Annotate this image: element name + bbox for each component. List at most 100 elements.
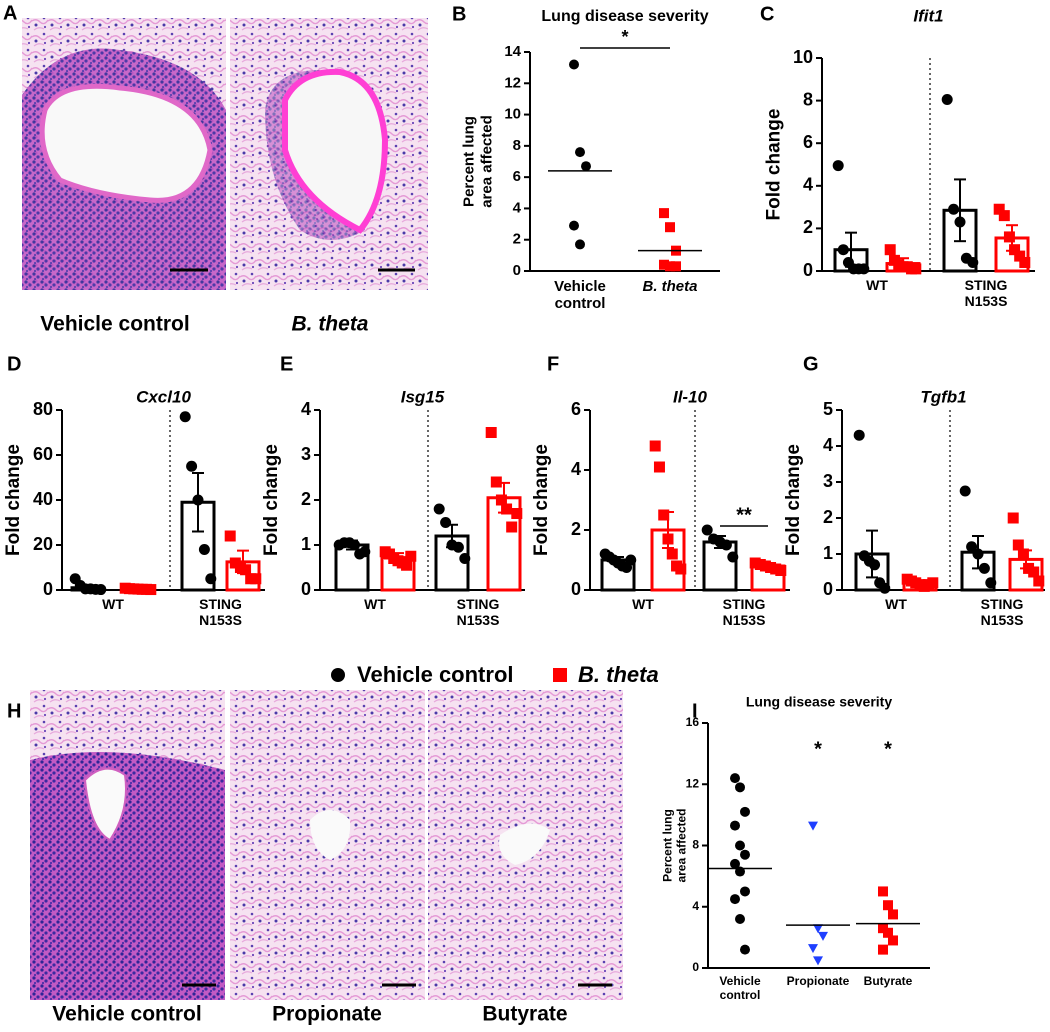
point	[740, 806, 750, 817]
y-axis-label-text: Fold change	[783, 444, 805, 556]
y-tick-label: 6	[513, 168, 521, 185]
chart-title: Il-10	[673, 387, 708, 406]
group-label: WT	[866, 277, 888, 293]
group-label-text: WT	[866, 277, 888, 293]
image-caption: B. theta	[291, 313, 368, 336]
group-label-text: STING N153S	[456, 596, 500, 629]
point	[883, 927, 893, 938]
y-axis-label-text: Percent lung area affected	[460, 115, 495, 208]
x-tick-label-text: Butyrate	[863, 975, 913, 988]
point	[675, 563, 687, 575]
point	[405, 550, 417, 562]
point	[888, 909, 898, 920]
infiltrate	[30, 752, 225, 1000]
group-label-text: WT	[632, 596, 654, 612]
y-tick-label: 4	[823, 435, 833, 455]
group-label-text: STING N153S	[199, 596, 242, 629]
image-caption: Vehicle control	[40, 313, 189, 336]
point	[808, 821, 818, 831]
x-tick-label: B. theta	[642, 278, 697, 295]
point	[837, 244, 849, 256]
chart-title: Tgfb1	[920, 387, 966, 406]
y-tick-label: 60	[33, 444, 53, 464]
y-tick-label: 5	[823, 399, 833, 419]
point	[954, 216, 966, 228]
point	[813, 956, 823, 966]
y-tick-label: 6	[803, 132, 813, 152]
y-tick-label: 2	[803, 217, 813, 237]
y-tick-label: 2	[571, 519, 581, 539]
point	[490, 476, 502, 488]
point	[95, 584, 107, 596]
group-label-text: STING N153S	[964, 277, 1008, 310]
x-tick-label: Propionate	[786, 975, 850, 988]
point	[511, 508, 523, 519]
point	[740, 849, 750, 860]
point	[740, 886, 750, 897]
point	[569, 220, 579, 231]
group-label-text: STING N153S	[980, 596, 1024, 629]
point	[993, 203, 1005, 215]
point	[240, 564, 252, 576]
y-tick-label: 20	[33, 534, 53, 554]
point	[959, 485, 971, 497]
point	[179, 411, 191, 423]
point	[581, 161, 591, 172]
point	[506, 521, 518, 533]
significance-label: *	[814, 738, 822, 760]
point	[869, 559, 881, 571]
point	[575, 239, 585, 250]
point	[735, 840, 745, 851]
point	[972, 548, 984, 560]
chart-title: Lung disease severity	[541, 8, 708, 25]
point	[1019, 256, 1031, 268]
panel-letter: C	[760, 3, 774, 25]
point	[569, 59, 579, 70]
y-tick-label: 0	[513, 262, 521, 279]
point	[1017, 548, 1029, 560]
group-label: WT	[632, 596, 654, 612]
point	[808, 944, 818, 954]
y-axis-label-text: Fold change	[763, 108, 785, 221]
panel-letter: E	[280, 353, 293, 375]
legend-label: Vehicle control	[357, 662, 514, 687]
group-label: WT	[102, 596, 124, 612]
point	[730, 894, 740, 905]
point	[485, 427, 497, 438]
bar	[702, 540, 738, 592]
group-label: WT	[885, 596, 907, 612]
panel-letter: D	[7, 353, 21, 375]
point	[727, 551, 739, 563]
point	[659, 208, 669, 219]
point	[658, 509, 670, 521]
point	[625, 554, 637, 566]
y-tick-label: 4	[301, 399, 311, 419]
point	[501, 503, 513, 515]
point	[927, 577, 939, 589]
image-caption: Butyrate	[482, 1003, 567, 1026]
point	[659, 259, 669, 270]
y-axis-label-text: Fold change	[3, 444, 25, 556]
y-tick-label: 8	[513, 137, 521, 154]
panel-letter: B	[452, 3, 466, 25]
point	[998, 210, 1010, 222]
point	[671, 261, 681, 272]
airway-lumen	[499, 823, 550, 865]
group-label: STING N153S	[199, 596, 242, 629]
point	[452, 541, 464, 553]
point	[730, 858, 740, 869]
group-label: STING N153S	[980, 596, 1024, 629]
y-tick-label: 3	[301, 444, 311, 464]
y-tick-label: 80	[33, 399, 53, 419]
point	[665, 222, 675, 233]
point	[910, 263, 922, 275]
panel-letter: I	[692, 700, 698, 722]
significance-label: *	[884, 738, 892, 760]
point	[649, 440, 661, 452]
x-tick-label-text: Propionate	[786, 975, 850, 988]
point	[735, 914, 745, 924]
y-axis-label: Fold change	[763, 108, 785, 221]
point	[858, 263, 870, 275]
point	[205, 573, 217, 585]
